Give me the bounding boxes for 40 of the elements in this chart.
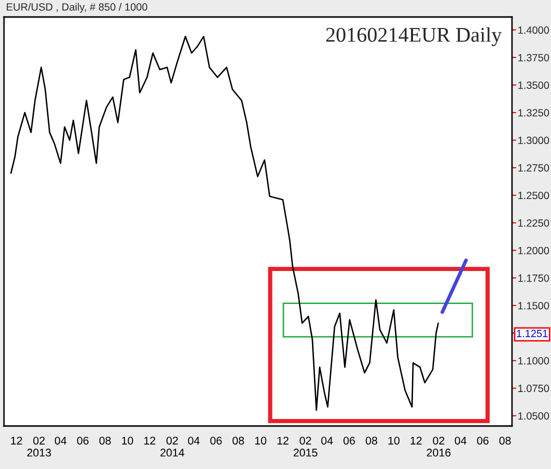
y-tick-label: 1.2250: [518, 219, 550, 227]
x-tick-label: 02 2014: [160, 436, 184, 457]
x-tick-label: 08: [499, 436, 511, 445]
y-tick-label: 1.0500: [518, 412, 550, 420]
x-tick-label: 04: [454, 436, 466, 445]
x-tick-label: 02 2013: [27, 436, 51, 457]
x-tick-label: 02 2015: [294, 436, 318, 457]
x-tick-label: 06: [77, 436, 89, 445]
chart-subtitle: EUR/USD , Daily, # 850 / 1000: [6, 3, 148, 13]
y-tick-label: 1.3500: [518, 82, 550, 89]
y-tick-label: 1.2750: [518, 164, 550, 172]
y-tick-label: 1.1750: [518, 274, 550, 282]
x-tick-label: 08: [232, 436, 244, 445]
chart-title: 20160214EUR Daily: [326, 27, 502, 46]
x-tick-label: 10: [255, 436, 266, 445]
x-tick-label: 04: [54, 436, 66, 445]
x-tick-label: 10: [122, 436, 134, 445]
x-tick-label: 12: [410, 436, 422, 444]
y-tick-label: 1.4000: [518, 26, 550, 34]
y-tick-label: 1.0750: [518, 384, 550, 392]
y-tick-label: 1.2000: [518, 246, 550, 254]
x-tick-label: 08: [99, 436, 111, 445]
x-tick-label: 04: [188, 436, 200, 445]
x-tick-label: 12: [11, 436, 22, 444]
y-tick-label: 1.3250: [518, 109, 550, 116]
y-tick-label: 1.3000: [518, 136, 550, 144]
x-tick-label: 10: [388, 436, 400, 445]
y-tick-label: 1.3750: [518, 54, 550, 62]
x-tick-label: 12: [144, 436, 156, 444]
y-tick-label: 1.2500: [518, 192, 550, 200]
x-tick-label: 06: [477, 436, 488, 445]
x-tick-label: 04: [321, 436, 333, 445]
x-tick-label: 06: [210, 436, 222, 445]
y-tick-label: 1.1000: [518, 357, 550, 365]
text: 1.1251: [516, 330, 548, 338]
y-tick-label: 1.1500: [518, 302, 550, 310]
x-tick-label: 02 2016: [426, 436, 451, 457]
x-tick-label: 06: [343, 436, 355, 445]
x-tick-label: 12: [277, 436, 288, 444]
x-tick-label: 08: [366, 436, 378, 445]
